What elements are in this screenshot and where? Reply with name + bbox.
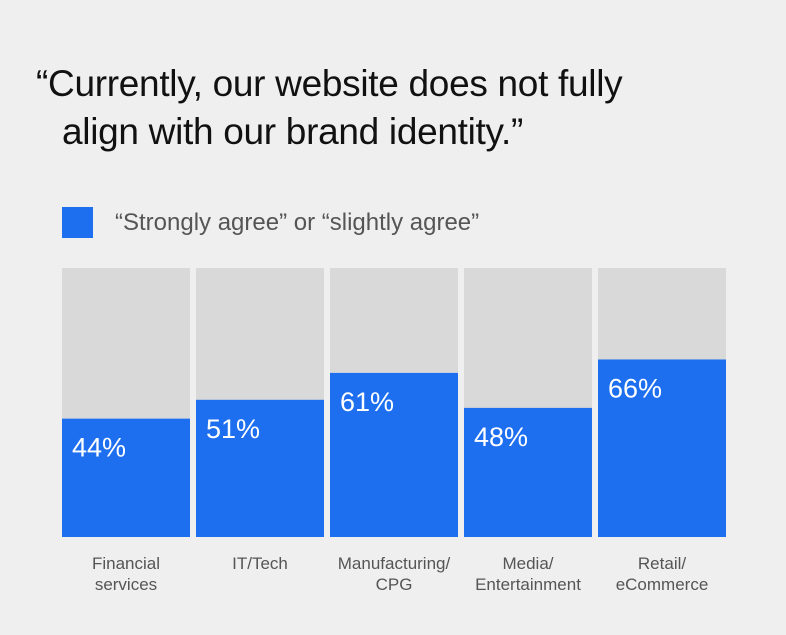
title-line-1: “Currently, our website does not fully <box>36 63 623 104</box>
bar-value-label: 51% <box>206 414 260 444</box>
category-label: services <box>95 575 157 594</box>
category-label: Manufacturing/ <box>338 554 451 573</box>
bar <box>464 407 592 537</box>
bar <box>62 418 190 537</box>
category-label: eCommerce <box>616 575 709 594</box>
category-label: Entertainment <box>475 575 581 594</box>
category-label: CPG <box>376 575 413 594</box>
bar-value-label: 61% <box>340 387 394 417</box>
legend-swatch <box>62 207 93 238</box>
legend: “Strongly agree” or “slightly agree” <box>62 207 479 238</box>
bar-value-label: 44% <box>72 433 126 463</box>
category-label: Media/ <box>502 554 553 573</box>
legend-label: “Strongly agree” or “slightly agree” <box>115 208 480 236</box>
bar-value-label: 48% <box>474 422 528 452</box>
category-label: Retail/ <box>638 554 686 573</box>
bar <box>196 399 324 537</box>
bar-value-label: 66% <box>608 373 662 403</box>
category-label: IT/Tech <box>232 554 288 573</box>
title-line-2: align with our brand identity.” <box>62 111 523 152</box>
category-label: Financial <box>92 554 160 573</box>
bar <box>598 359 726 537</box>
chart-title: “Currently, our website does not fully a… <box>36 60 756 156</box>
bar <box>330 372 458 537</box>
